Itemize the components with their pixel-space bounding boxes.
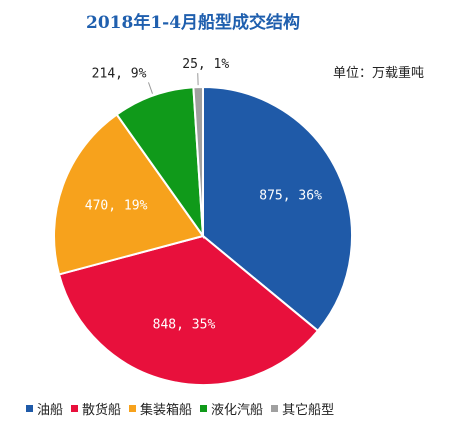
legend-item-4: 液化汽船 <box>200 399 263 418</box>
data-label-1: 875, 36% <box>259 189 322 204</box>
leader-line-4 <box>148 82 153 94</box>
pie-slice-1 <box>202 85 353 333</box>
legend-swatch-3 <box>129 405 137 412</box>
data-label-4: 214, 9% <box>92 66 147 81</box>
legend-item-2: 散货船 <box>71 399 121 418</box>
pie-slice-3 <box>53 113 205 276</box>
legend-item-3: 集装箱船 <box>129 399 192 418</box>
legend-label-1: 油船 <box>37 403 64 418</box>
pie-slice-5 <box>192 85 204 237</box>
legend-swatch-5 <box>271 405 279 412</box>
unit-label: 单位：万载重吨 <box>333 66 425 81</box>
pie-slice-4 <box>115 86 205 240</box>
legend-label-2: 散货船 <box>82 403 122 418</box>
data-label-2: 848, 35% <box>153 317 216 332</box>
data-label-5: 25, 1% <box>182 57 229 72</box>
legend-label-5: 其它船型 <box>282 403 335 418</box>
legend: 油船 散货船 集装箱船 液化汽船 其它船型 <box>26 399 342 418</box>
legend-label-3: 集装箱船 <box>140 403 193 418</box>
pie-slice-2 <box>57 234 320 386</box>
chart-title: 2018年1-4月船型成交结构 <box>86 13 301 33</box>
legend-item-1: 油船 <box>26 399 63 418</box>
legend-label-4: 液化汽船 <box>211 403 264 418</box>
legend-item-5: 其它船型 <box>271 399 334 418</box>
legend-swatch-1 <box>26 405 33 412</box>
legend-swatch-4 <box>200 405 208 412</box>
legend-swatch-2 <box>71 405 79 412</box>
data-label-3: 470, 19% <box>85 199 148 214</box>
